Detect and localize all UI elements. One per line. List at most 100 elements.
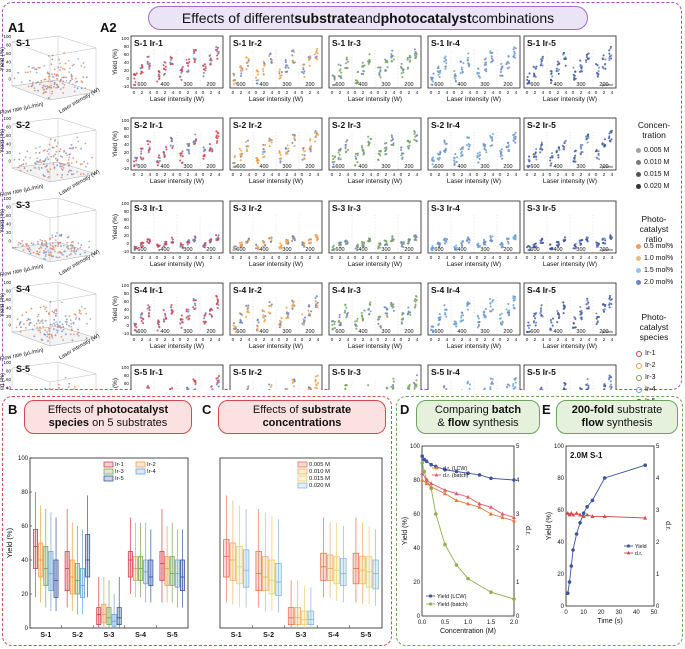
a1-point [60, 176, 63, 179]
a2-point [141, 71, 144, 74]
a1-point [32, 66, 35, 69]
a2-point [602, 67, 605, 70]
a2-point [270, 139, 273, 142]
line-xtick: 30 [615, 610, 622, 616]
a2-point [540, 59, 544, 62]
a2-point [453, 73, 457, 76]
a2-point [401, 67, 404, 70]
box-legend-swatch [297, 482, 308, 489]
a2-point [238, 147, 241, 150]
box-legend-label: 0.020 M [309, 483, 330, 489]
a1-point [21, 245, 23, 248]
line-ylabel: Yield (%) [402, 517, 409, 545]
a1-point [62, 86, 65, 89]
a1-point [51, 234, 54, 237]
a1-point [44, 387, 47, 390]
a1-point [48, 329, 51, 332]
a1-point [68, 163, 71, 166]
a2-point [339, 147, 342, 151]
a1-point [54, 235, 57, 238]
line-ytick: 100 [410, 444, 421, 450]
a1-point [84, 251, 86, 254]
a1-ztick: 60 [6, 133, 12, 138]
a1-point [46, 85, 49, 87]
a1-point [71, 64, 74, 67]
a2-point [401, 75, 404, 79]
a2-xlabel: Laser intensity (W) [348, 96, 402, 103]
a2-ytick: 20 [124, 150, 130, 155]
a1-point [50, 84, 53, 87]
line-marker [489, 590, 493, 594]
a2-point [209, 147, 212, 150]
a1-point [72, 63, 75, 66]
a2-point [444, 55, 447, 58]
a2-point [268, 53, 271, 56]
a1-point [37, 166, 40, 169]
line-marker [477, 473, 482, 477]
a1-point [60, 167, 63, 170]
a1-point [47, 86, 50, 89]
a1-point [59, 165, 61, 168]
a1-point [19, 169, 22, 172]
a2-point [169, 61, 172, 64]
a2-point [361, 61, 364, 64]
a1-point [51, 245, 54, 247]
line-y2tick: 3 [656, 508, 660, 514]
a2-point [217, 135, 220, 138]
line-marker [567, 580, 572, 584]
a2-point [500, 62, 503, 65]
a1-point [55, 145, 58, 148]
a2-point [368, 53, 371, 56]
a2-point [491, 60, 494, 63]
a1-point [28, 250, 31, 253]
title-text-bold-1: substrate [294, 10, 358, 26]
a2-point [185, 61, 188, 64]
a1-point [69, 147, 71, 150]
a2-flow-tick: 200 [599, 82, 608, 88]
a2-point [262, 148, 265, 151]
a2-point [601, 58, 604, 61]
a1-point [48, 327, 51, 330]
a2-point [557, 68, 561, 71]
a2-point [356, 154, 359, 157]
a1-point [71, 247, 73, 249]
a2-point [597, 66, 601, 69]
title-text-3: combinations [471, 10, 555, 26]
line-y2tick: 4 [656, 476, 660, 482]
a2-point [216, 57, 219, 60]
a2-xtick: 0 [453, 90, 456, 96]
a2-xtick: 4 [469, 90, 472, 96]
box-iqr [275, 563, 282, 597]
a2-point [535, 65, 538, 68]
a2-point [245, 140, 248, 143]
a1-point [71, 339, 74, 342]
a2-point [140, 147, 143, 150]
a2-point [245, 68, 248, 71]
a1-point [54, 312, 57, 315]
line-legend-marker [428, 602, 433, 606]
a1-point [19, 242, 22, 245]
a1-point [36, 315, 39, 318]
a2-point [279, 161, 282, 164]
a2-point [292, 49, 295, 52]
a1-point [67, 386, 70, 388]
box-legend-swatch [297, 475, 308, 482]
a2-xtick: 4 [393, 90, 396, 96]
title-text-2: and [357, 10, 381, 26]
a1-point [61, 163, 64, 165]
a2-point [332, 157, 335, 161]
a1-point [79, 163, 82, 166]
box-ytick: 60 [21, 524, 28, 530]
a2-point [163, 72, 166, 75]
a2-ytick: 100 [121, 36, 129, 41]
a1-point [55, 256, 58, 258]
a1-point [75, 146, 77, 149]
a2-point [356, 152, 359, 155]
a2-xlabel: Laser intensity (W) [447, 96, 501, 103]
a1-point [47, 249, 49, 252]
a1-point [70, 250, 73, 253]
a1-point [50, 87, 53, 89]
a2-xtick: 2 [362, 90, 365, 96]
